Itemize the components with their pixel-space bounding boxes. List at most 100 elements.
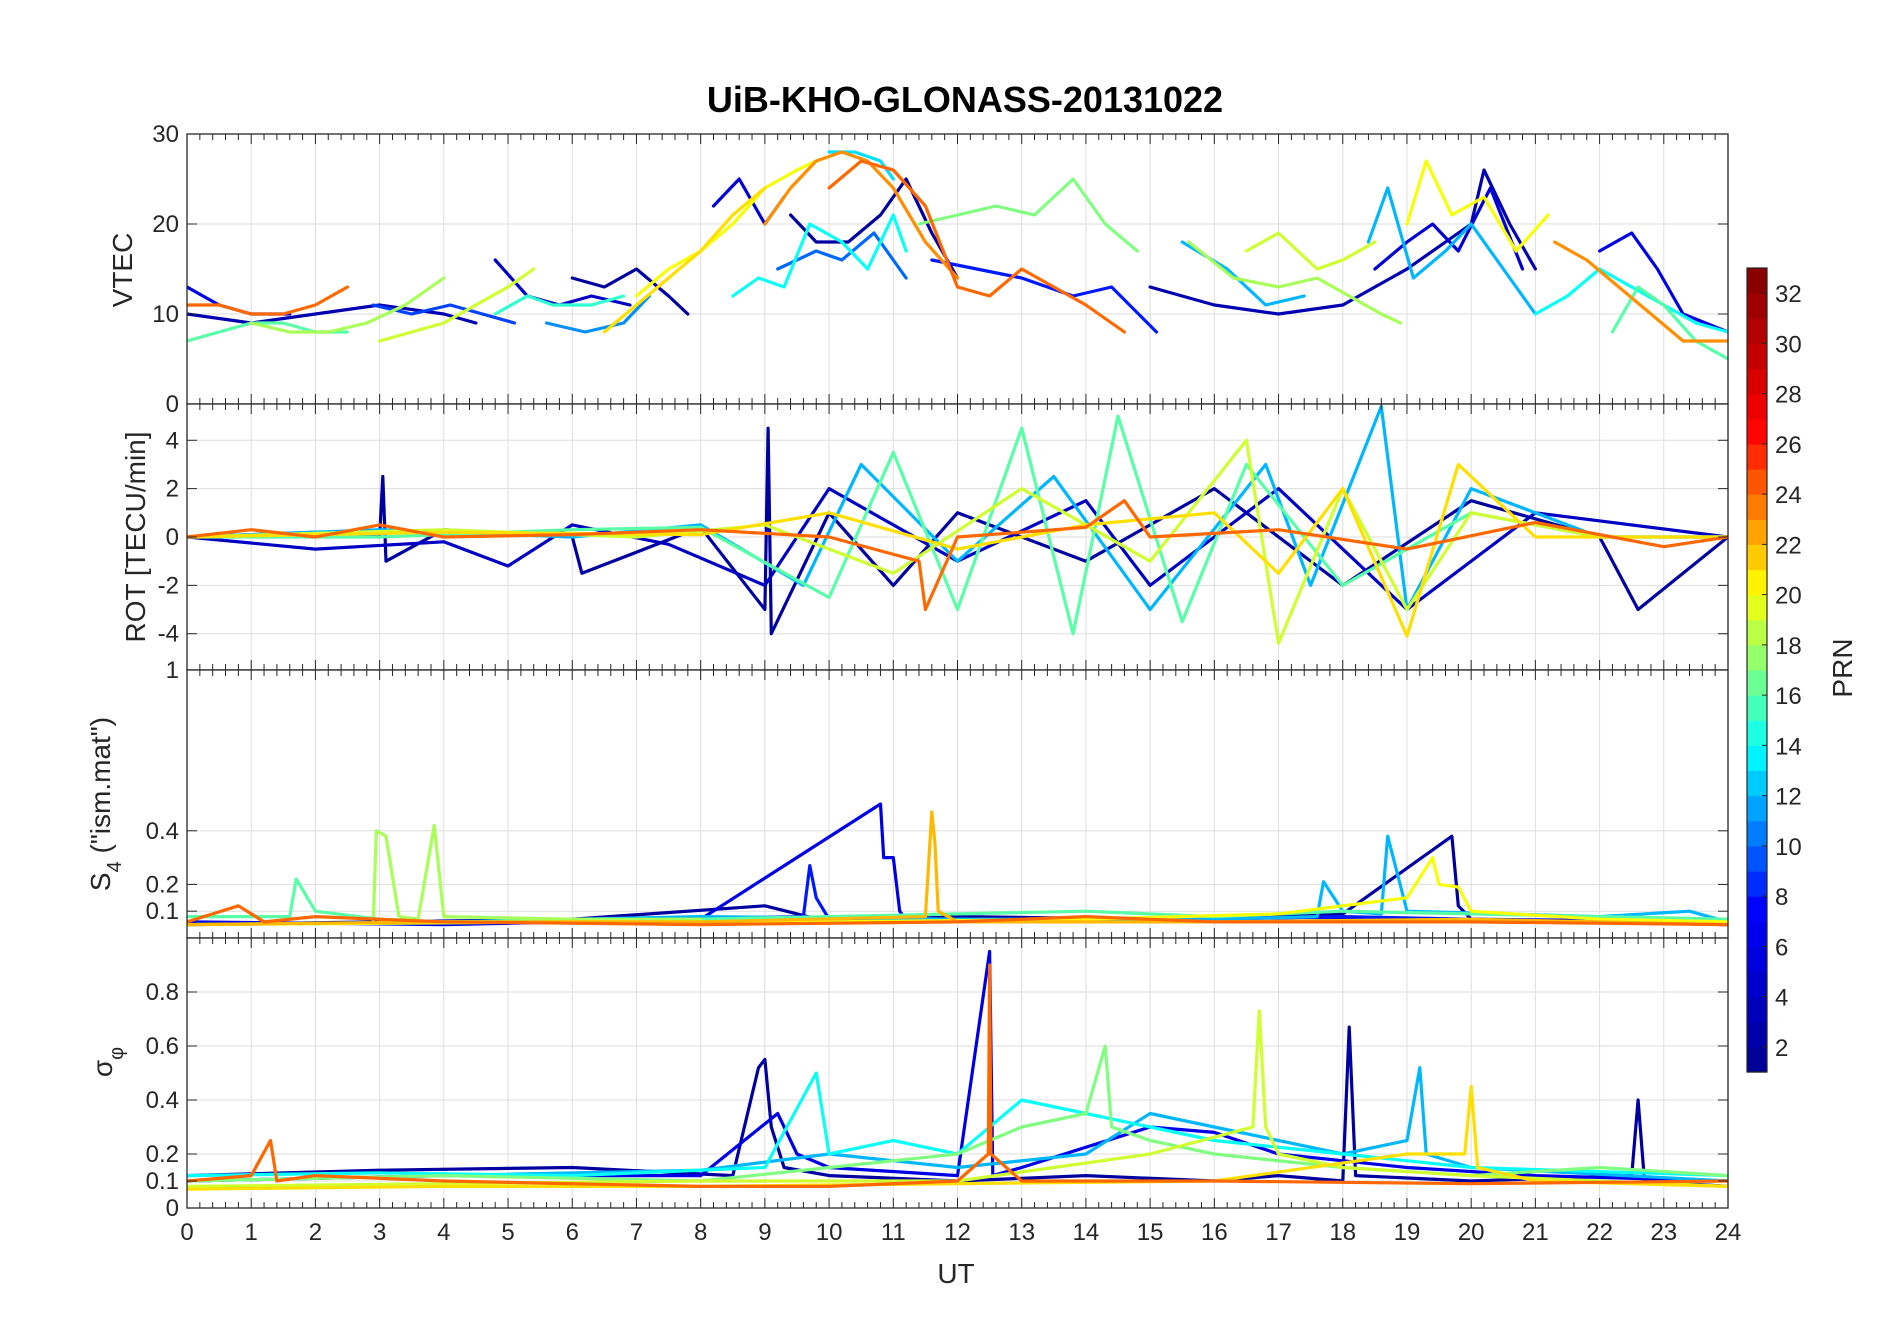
y-axis-label: S4 ("ism.mat") xyxy=(85,717,126,891)
colorbar-cell xyxy=(1747,293,1767,319)
colorbar-tick-label: 2 xyxy=(1775,1035,1788,1062)
colorbar-cell xyxy=(1747,469,1767,495)
colorbar-cell xyxy=(1747,971,1767,998)
y-tick-label: 0.4 xyxy=(146,818,179,845)
x-tick-label: 2 xyxy=(309,1219,322,1246)
series-line-prn-19 xyxy=(187,1009,1728,1189)
y-tick-label: 0.8 xyxy=(146,979,179,1006)
series-line-prn-2 xyxy=(187,426,1728,636)
colorbar-cell xyxy=(1747,368,1767,395)
colorbar-cell xyxy=(1747,795,1767,822)
colorbar-cell xyxy=(1747,443,1767,470)
x-tick-label: 1 xyxy=(245,1219,258,1246)
y-tick-label: 0.2 xyxy=(146,871,179,898)
series-line-prn-3 xyxy=(187,303,478,325)
series-line-prn-24 xyxy=(187,963,1728,1189)
x-tick-label: 22 xyxy=(1586,1219,1613,1246)
colorbar-cell xyxy=(1747,1021,1767,1048)
series-line-prn-24 xyxy=(827,159,1127,334)
x-tick-label: 7 xyxy=(630,1219,643,1246)
x-tick-label: 8 xyxy=(694,1219,707,1246)
x-tick-label: 15 xyxy=(1137,1219,1164,1246)
x-tick-label: 9 xyxy=(758,1219,771,1246)
colorbar-cell xyxy=(1747,544,1767,571)
colorbar-cell xyxy=(1747,871,1767,897)
colorbar-cell xyxy=(1747,896,1767,922)
colorbar-cell xyxy=(1747,519,1767,545)
series-line-prn-15 xyxy=(493,294,626,316)
colorbar-cell xyxy=(1747,946,1767,973)
series-line-prn-18 xyxy=(1187,240,1403,325)
series-line-prn-20 xyxy=(1405,159,1550,253)
series-group xyxy=(187,404,1728,646)
x-tick-label: 4 xyxy=(437,1219,450,1246)
colorbar-cell xyxy=(1747,996,1767,1023)
series-line-prn-12 xyxy=(187,1065,1728,1183)
colorbar-tick-label: 26 xyxy=(1775,432,1802,459)
series-group xyxy=(187,949,1728,1191)
series-line-prn-5 xyxy=(1373,186,1525,271)
x-tick-label: 20 xyxy=(1458,1219,1485,1246)
colorbar-tick-label: 4 xyxy=(1775,985,1788,1012)
series-line-prn-24 xyxy=(187,904,1728,927)
y-tick-label: 1 xyxy=(166,657,179,684)
x-tick-label: 16 xyxy=(1201,1219,1228,1246)
series-line-prn-2 xyxy=(788,177,960,280)
colorbar-frame xyxy=(1746,267,1768,1073)
colorbar-cell xyxy=(1747,569,1767,596)
series-line-prn-18 xyxy=(249,276,446,334)
colorbar-tick-label: 32 xyxy=(1775,281,1802,308)
y-tick-label: 0 xyxy=(166,391,179,418)
y-tick-label: 0.4 xyxy=(146,1087,179,1114)
colorbar-cell xyxy=(1747,1046,1767,1073)
x-tick-label: 5 xyxy=(501,1219,514,1246)
y-tick-label: 2 xyxy=(166,476,179,503)
colorbar-tick-label: 12 xyxy=(1775,784,1802,811)
series-line-prn-8 xyxy=(930,258,1159,334)
colorbar-tick-label: 30 xyxy=(1775,331,1802,358)
series-line-prn-19 xyxy=(1244,231,1377,271)
series-line-prn-24 xyxy=(187,285,350,316)
panel-s4: 0.10.2 0.4 1 S4 ("ism.mat") xyxy=(85,657,1729,939)
x-tick-label: 3 xyxy=(373,1219,386,1246)
series-line-prn-18 xyxy=(371,823,703,924)
colorbar-cell xyxy=(1747,921,1767,947)
colorbar-cell xyxy=(1747,845,1767,872)
series-line-prn-9 xyxy=(371,303,517,325)
series-line-prn-3 xyxy=(1148,168,1538,316)
colorbar-cell xyxy=(1747,695,1767,721)
series-line-prn-21 xyxy=(187,1084,1728,1191)
series-line-prn-14 xyxy=(731,213,908,298)
x-tick-label: 12 xyxy=(944,1219,971,1246)
y-axis-label: ROT [TECU/min] xyxy=(120,431,151,642)
y-tick-label: 0.1 xyxy=(146,1168,179,1195)
series-line-prn-24 xyxy=(187,499,1728,612)
y-tick-label: -4 xyxy=(158,621,179,648)
y-tick-label: 30 xyxy=(152,121,179,148)
colorbar-cell xyxy=(1747,644,1767,671)
colorbar-tick-label: 22 xyxy=(1775,532,1802,559)
series-line-prn-16 xyxy=(1610,285,1728,361)
y-tick-label: 0.6 xyxy=(146,1033,179,1060)
y-tick-label: -2 xyxy=(158,572,179,599)
colorbar-tick-label: 14 xyxy=(1775,733,1802,760)
colorbar-cell xyxy=(1747,670,1767,696)
x-tick-label: 24 xyxy=(1715,1219,1742,1246)
series-line-prn-21 xyxy=(602,186,767,334)
y-tick-label: 0.1 xyxy=(146,898,179,925)
x-tick-label: 11 xyxy=(881,1219,906,1246)
colorbar-cell xyxy=(1747,393,1767,420)
series-line-prn-11 xyxy=(544,294,651,334)
series-line-prn-20 xyxy=(634,159,818,298)
colorbar-tick-label: 24 xyxy=(1775,482,1802,509)
panel-rot: -4 -2 0 2 4 ROT [TECU/min] xyxy=(120,403,1729,671)
x-tick-label: 14 xyxy=(1073,1219,1100,1246)
colorbar-cell xyxy=(1747,343,1767,370)
colorbar-tick-label: 10 xyxy=(1775,834,1802,861)
x-tick-label: 19 xyxy=(1394,1219,1421,1246)
colorbar-cell xyxy=(1747,494,1767,520)
